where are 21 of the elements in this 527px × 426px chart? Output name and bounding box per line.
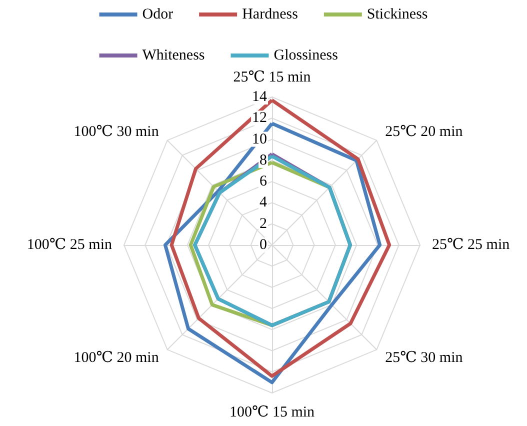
spoke-label: 25℃ 25 min <box>432 237 510 253</box>
spoke-label: 100℃ 15 min <box>229 404 316 420</box>
y-tick-label: 8 <box>260 152 267 168</box>
spoke-label: 100℃ 30 min <box>74 124 160 140</box>
spoke-label: 100℃ 20 min <box>74 350 160 366</box>
legend-label: Hardness <box>242 6 298 22</box>
y-tick-label: 6 <box>260 174 268 190</box>
spoke-label: 25℃ 30 min <box>385 350 464 366</box>
y-tick-label: 0 <box>260 237 267 253</box>
y-tick-label: 4 <box>260 194 268 211</box>
legend-label: Glossiness <box>274 48 338 64</box>
spoke-label: 25℃ 15 min <box>233 70 312 86</box>
spoke-label: 100℃ 25 min <box>26 237 112 253</box>
y-tick-label: 14 <box>252 89 268 105</box>
legend-label: Whiteness <box>142 48 205 64</box>
y-tick-label: 12 <box>252 110 267 126</box>
spoke-label: 25℃ 20 min <box>385 124 464 140</box>
y-tick-label: 2 <box>260 216 267 232</box>
legend-label: Stickiness <box>366 6 428 22</box>
legend-label: Odor <box>142 6 174 22</box>
y-tick-label: 10 <box>252 131 267 148</box>
